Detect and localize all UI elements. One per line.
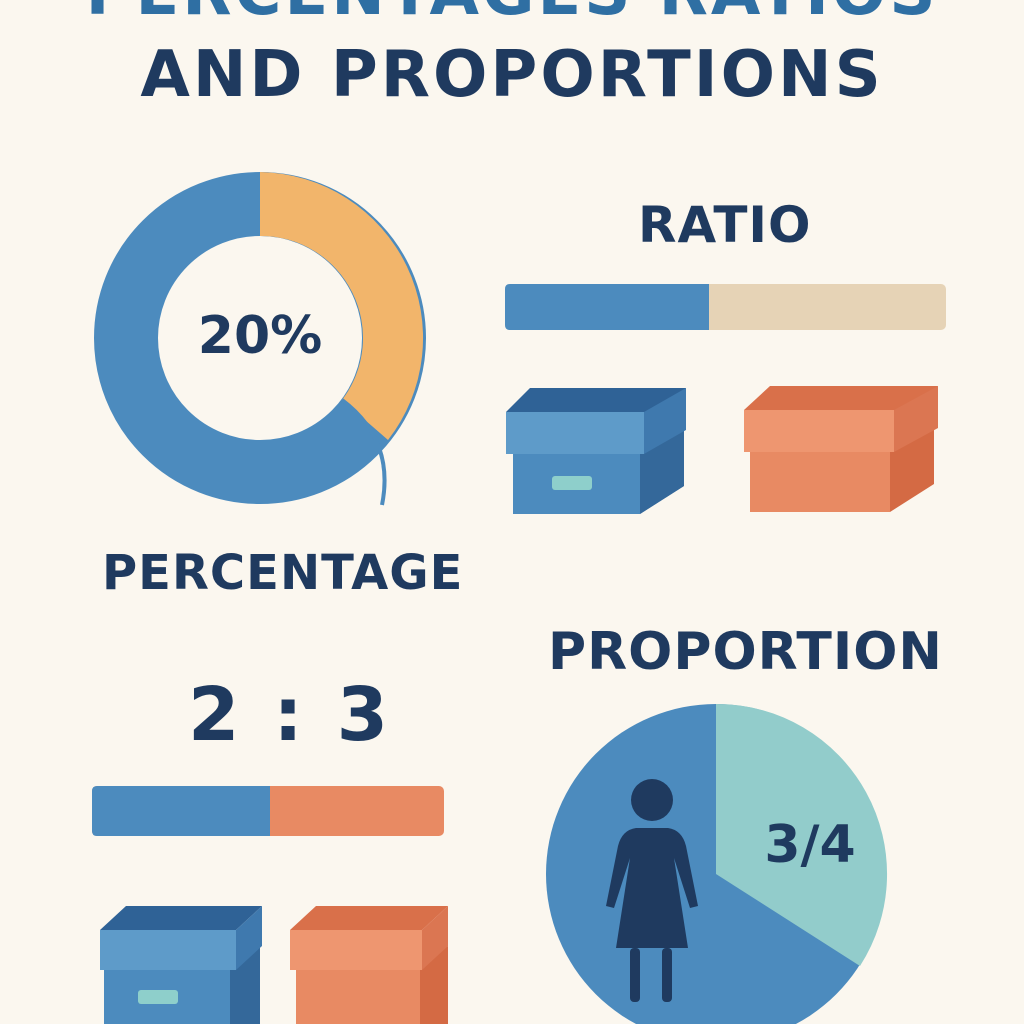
storage-box-icon xyxy=(100,906,262,1024)
pie-teal-portion xyxy=(716,703,888,966)
storage-box-icon xyxy=(506,388,686,514)
ratio-bar-bottom xyxy=(92,786,444,836)
ratio-bar-bottom-fill xyxy=(92,786,270,836)
donut-orange-segment xyxy=(260,172,424,440)
proportion-value: 3/4 xyxy=(764,815,856,875)
percentage-donut xyxy=(94,172,426,506)
page-title-line2: AND PROPORTIONS xyxy=(140,38,884,112)
person-icon xyxy=(606,779,698,1002)
percentage-label: PERCENTAGE xyxy=(102,545,464,601)
ratio-bar-top xyxy=(505,284,946,330)
storage-box-icon xyxy=(744,386,938,512)
donut-pointer-line xyxy=(340,398,387,506)
storage-box-icon xyxy=(290,906,448,1024)
percentage-value: 20% xyxy=(197,306,323,366)
ratio-bar-top-fill xyxy=(505,284,709,330)
ratio-label: RATIO xyxy=(638,196,812,254)
ratio-value: 2 : 3 xyxy=(188,672,393,758)
page-title-line1: PERCENTAGES RATIOS xyxy=(0,0,1024,30)
proportion-label: PROPORTION xyxy=(548,622,943,682)
